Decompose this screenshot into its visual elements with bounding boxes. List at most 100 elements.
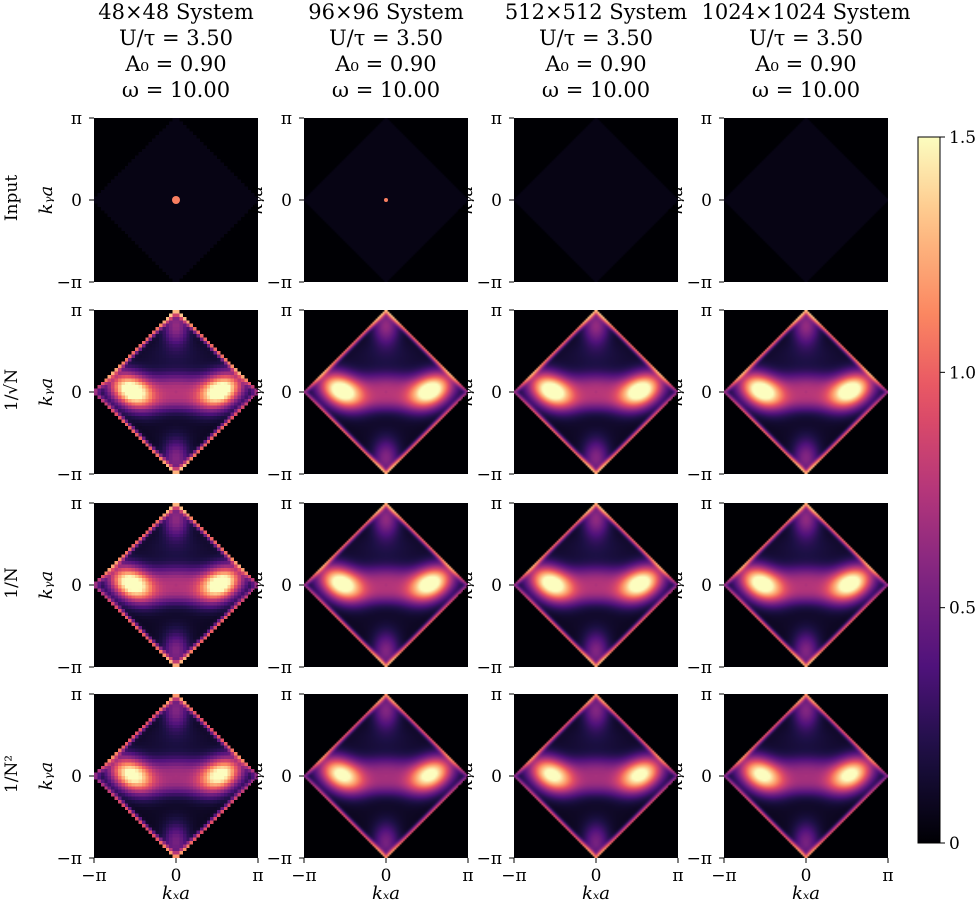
y-tick-label: −π [687,273,712,293]
x-tick-label: −π [711,866,736,886]
x-tick-label: −π [501,866,526,886]
y-tick-label: −π [267,273,292,293]
y-tick-label: π [281,301,292,321]
y-axis-label: kᵧa [456,378,477,406]
x-tick-label: π [252,866,263,886]
center-dot [174,390,178,394]
column-title-line: U/τ = 3.50 [119,26,233,50]
y-tick-label: −π [477,465,502,485]
heatmap-panel: π 0 −π kᵧa [456,301,678,485]
y-axis-label: kᵧa [666,378,687,406]
center-dot [174,774,178,778]
y-tick-label: −π [687,849,712,869]
y-tick-label: π [701,685,712,705]
y-tick-label: −π [477,849,502,869]
y-axis-label: kᵧa [666,186,687,214]
column-title-line: 96×96 System [308,0,464,24]
center-dot [594,583,598,587]
y-tick-label: 0 [701,383,712,403]
heatmap-panel: π 0 −π−π 0 π kₓa kᵧa [456,685,684,904]
y-tick-label: 0 [71,767,82,787]
y-tick-label: −π [267,465,292,485]
column-title-line: 48×48 System [98,0,254,24]
y-tick-label: 0 [701,767,712,787]
y-tick-label: −π [57,465,82,485]
y-tick-label: −π [267,849,292,869]
y-tick-label: 0 [491,576,502,596]
colorbar: 0 0.5 1.0 1.5 [917,128,976,854]
colorbar-tick-label: 1.0 [949,363,976,383]
y-tick-label: π [701,494,712,514]
x-tick-label: 0 [801,866,812,886]
center-dot [804,774,808,778]
heatmap-panel: π 0 −π kᵧa [456,494,678,678]
x-axis-label: kₓa [162,883,190,904]
y-tick-label: π [71,109,82,129]
heatmap-panel: π 0 −π−π 0 π kₓa kᵧa [36,685,264,904]
row-label: 1/√N [2,369,22,411]
y-axis-label: kᵧa [246,762,267,790]
colorbar-tick-label: 0 [949,834,960,854]
column-title-line: U/τ = 3.50 [749,26,863,50]
column-title-line: A₀ = 0.90 [754,52,856,76]
colorbar-tick-label: 1.5 [949,128,976,148]
column-title-line: U/τ = 3.50 [329,26,443,50]
x-tick-label: −π [81,866,106,886]
column-title-line: ω = 10.00 [332,78,440,102]
center-dot [384,390,388,394]
heatmap-panel: π 0 −π kᵧa [666,109,888,293]
center-dot [804,390,808,394]
y-tick-label: π [71,685,82,705]
y-axis-label: kᵧa [456,571,477,599]
row-label: 1/N² [2,755,22,793]
y-tick-label: −π [477,273,502,293]
x-axis-label: kₓa [372,883,400,904]
y-tick-label: π [491,685,502,705]
y-axis-label: kᵧa [666,762,687,790]
center-dot [384,774,388,778]
column-title-line: U/τ = 3.50 [539,26,653,50]
y-tick-label: π [281,109,292,129]
heatmap-panels: π 0 −π kᵧa π 0 −π kᵧa π 0 −π kᵧa π 0 −π kᵧa π 0 −π kᵧa π 0 −π k… [36,109,894,904]
y-tick-label: π [491,301,502,321]
x-tick-label: 0 [591,866,602,886]
y-tick-label: −π [267,658,292,678]
column-title-line: A₀ = 0.90 [334,52,436,76]
y-tick-label: −π [477,658,502,678]
y-tick-label: −π [57,849,82,869]
x-tick-label: −π [291,866,316,886]
y-tick-label: 0 [71,576,82,596]
y-axis-label: kᵧa [246,186,267,214]
y-axis-label: kᵧa [246,571,267,599]
y-tick-label: 0 [701,576,712,596]
y-tick-label: 0 [71,191,82,211]
center-dot [594,774,598,778]
y-axis-label: kᵧa [456,762,477,790]
x-axis-label: kₓa [792,883,820,904]
center-dot [594,390,598,394]
center-dot [172,196,180,204]
y-axis-label: kᵧa [36,186,57,214]
row-label: Input [2,175,22,221]
x-tick-label: π [462,866,473,886]
row-label: 1/N [2,567,22,599]
heatmap-panel: π 0 −π kᵧa [246,494,468,678]
column-title-line: A₀ = 0.90 [544,52,646,76]
y-axis-label: kᵧa [666,571,687,599]
heatmap-panel: π 0 −π kᵧa [36,301,258,485]
x-tick-label: 0 [381,866,392,886]
heatmap-panel: π 0 −π−π 0 π kₓa kᵧa [246,685,474,904]
column-title-line: ω = 10.00 [752,78,860,102]
heatmap-panel: π 0 −π kᵧa [246,109,468,293]
column-title-line: 512×512 System [505,0,687,24]
y-tick-label: 0 [281,576,292,596]
y-axis-label: kᵧa [246,378,267,406]
center-dot [174,583,178,587]
y-axis-label: kᵧa [36,571,57,599]
y-tick-label: 0 [491,767,502,787]
y-tick-label: −π [687,465,712,485]
column-title-line: A₀ = 0.90 [124,52,226,76]
x-tick-label: 0 [171,866,182,886]
heatmap-panel: π 0 −π kᵧa [666,494,888,678]
